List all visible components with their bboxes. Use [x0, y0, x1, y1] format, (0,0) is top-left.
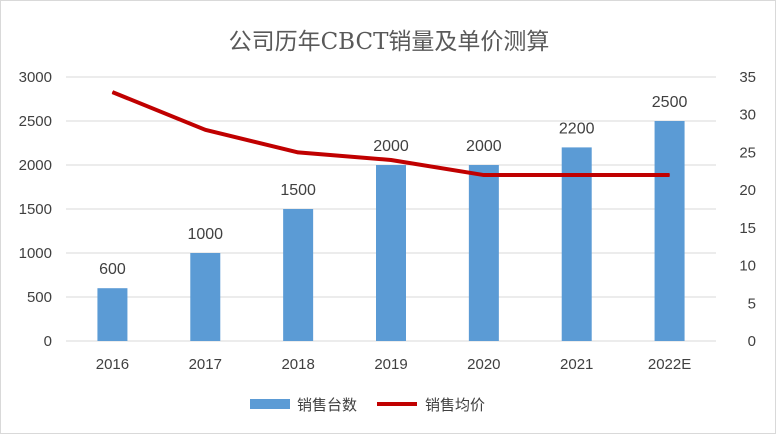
- legend: 销售台数 销售均价: [250, 396, 485, 414]
- line-point: [483, 174, 485, 176]
- x-tick-label: 2021: [560, 356, 593, 373]
- line-point: [390, 159, 392, 161]
- bar-data-label: 2000: [466, 138, 502, 155]
- left-axis: 0 500 1000 1500 2000 2500 3000: [19, 69, 52, 350]
- legend-label-line: 销售均价: [425, 396, 485, 414]
- y-left-tick-label: 2000: [19, 157, 52, 174]
- line-point: [111, 91, 113, 93]
- y-right-tick-label: 30: [739, 107, 756, 124]
- x-tick-label: 2020: [467, 356, 500, 373]
- bar: [654, 121, 685, 341]
- y-right-tick-label: 0: [748, 333, 756, 350]
- bar-data-label: 1000: [187, 226, 223, 243]
- line-point: [669, 174, 671, 176]
- line-point: [576, 174, 578, 176]
- y-left-tick-label: 2500: [19, 113, 52, 130]
- y-right-tick-label: 35: [739, 69, 756, 86]
- bar: [561, 147, 592, 341]
- x-tick-label: 2022E: [648, 356, 691, 373]
- bar-data-label: 2500: [652, 94, 688, 111]
- x-tick-label: 2019: [374, 356, 407, 373]
- line-point: [297, 151, 299, 153]
- line-series: [111, 90, 671, 178]
- y-left-tick-label: 1000: [19, 245, 52, 262]
- legend-swatch-bar: [250, 399, 290, 409]
- data-labels: 600 1000 1500 2000 2000 2200 2500: [99, 94, 687, 278]
- legend-label-bar: 销售台数: [297, 396, 357, 414]
- bar: [283, 209, 314, 341]
- y-left-tick-label: 500: [27, 289, 52, 306]
- bar: [190, 253, 221, 341]
- right-axis: 0 5 10 15 20 25 30 35: [739, 69, 756, 350]
- y-right-tick-label: 5: [748, 295, 756, 312]
- bar-data-label: 600: [99, 261, 126, 278]
- bar: [376, 165, 406, 341]
- y-right-tick-label: 25: [739, 144, 756, 161]
- y-right-tick-label: 15: [739, 220, 756, 237]
- bar-series: [97, 121, 685, 341]
- y-left-tick-label: 0: [44, 333, 52, 350]
- y-right-tick-label: 20: [739, 182, 756, 199]
- bar: [468, 165, 499, 341]
- x-tick-label: 2018: [281, 356, 314, 373]
- bar: [97, 288, 128, 341]
- bar-data-label: 1500: [280, 182, 316, 199]
- y-right-tick-label: 10: [739, 258, 756, 275]
- x-tick-label: 2017: [189, 356, 222, 373]
- bar-data-label: 2200: [559, 120, 595, 137]
- x-tick-label: 2016: [96, 356, 129, 373]
- category-axis: 2016 2017 2018 2019 2020 2021 2022E: [96, 356, 692, 373]
- y-left-tick-label: 1500: [19, 201, 52, 218]
- bar-data-label: 2000: [373, 138, 409, 155]
- chart-title: 公司历年CBCT销量及单价测算: [229, 29, 550, 55]
- line-point: [204, 129, 206, 131]
- y-left-tick-label: 3000: [19, 69, 52, 86]
